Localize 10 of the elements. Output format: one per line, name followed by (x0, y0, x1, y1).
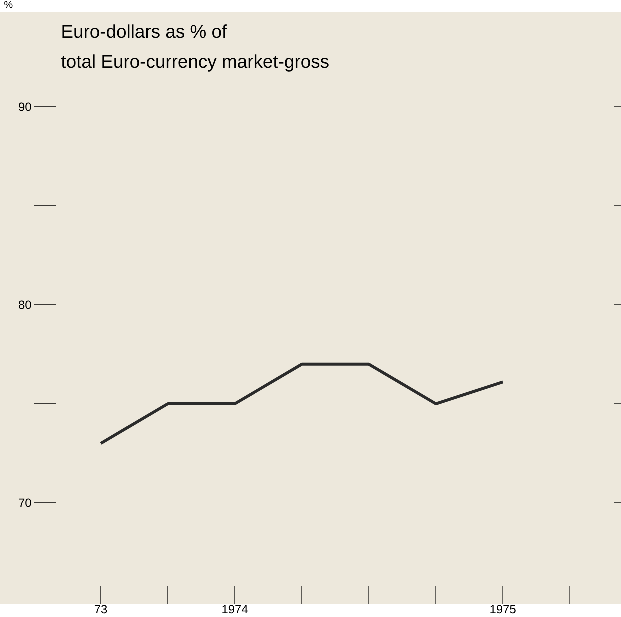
y-tick-label: 70 (19, 498, 32, 508)
x-tick-label: 1974 (222, 605, 248, 614)
x-tick-label: 73 (94, 605, 108, 614)
y-tick-label: 80 (19, 300, 32, 310)
line-series (100, 362, 505, 446)
text: Euro-dollars as % of (62, 24, 228, 38)
y-tick-label: 90 (19, 102, 32, 112)
y-axis-title: % (4, 1, 13, 8)
x-tick-label: 1975 (490, 605, 516, 614)
text: total Euro-currency market-gross (61, 54, 329, 72)
